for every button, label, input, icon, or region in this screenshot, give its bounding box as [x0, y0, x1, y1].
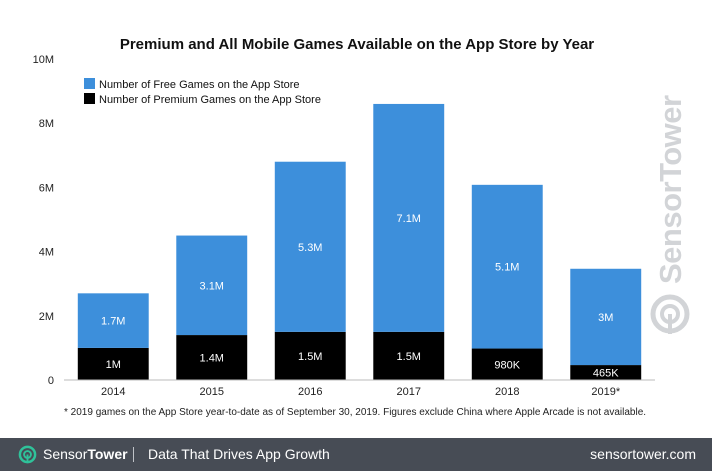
bar-premium — [373, 331, 445, 380]
footer-brand-bold: Tower — [87, 446, 128, 462]
y-tick-label: 0 — [48, 375, 54, 387]
bar-premium — [77, 347, 149, 380]
bar-free — [77, 293, 149, 348]
data-label: 1.7M — [101, 316, 125, 328]
x-tick-label: 2018 — [495, 386, 519, 398]
bar-free — [471, 184, 543, 349]
footer-bar: SensorTower Data That Drives App Growth … — [0, 438, 712, 471]
bar-premium — [176, 335, 248, 380]
bar-premium — [471, 348, 543, 380]
bar-premium — [274, 331, 346, 380]
y-tick-label: 4M — [39, 247, 54, 259]
y-axis: 0 2M 4M 6M 8M 10M — [33, 54, 54, 387]
chart-title: Premium and All Mobile Games Available o… — [120, 36, 594, 53]
bar-premium — [570, 365, 642, 380]
footer-tagline: Data That Drives App Growth — [148, 446, 330, 462]
data-label: 980K — [494, 359, 520, 371]
y-tick-label: 6M — [39, 182, 54, 194]
watermark-text: SensorTower — [653, 95, 688, 284]
bar-free — [176, 235, 248, 336]
y-tick-label: 10M — [33, 54, 54, 66]
y-tick-label: 8M — [39, 118, 54, 130]
bar-free — [570, 268, 642, 366]
data-label: 1.4M — [200, 353, 224, 365]
data-label: 5.3M — [298, 242, 322, 254]
data-label: 465K — [593, 368, 619, 380]
bar-free — [373, 103, 445, 332]
bar-free — [274, 161, 346, 332]
legend-swatch — [84, 78, 95, 89]
data-label: 5.1M — [495, 262, 519, 274]
data-label: 7.1M — [397, 213, 421, 225]
x-tick-label: 2017 — [397, 386, 421, 398]
sensortower-watermark: SensorTower — [648, 92, 692, 392]
y-tick-label: 2M — [39, 311, 54, 323]
footer-brand-light: Sensor — [43, 446, 88, 462]
footnote: * 2019 games on the App Store year-to-da… — [64, 407, 646, 418]
bars: 1M 1.7M 1.4M 3.1M 1.5M 5.3M 1.5M 7.1M 980K 5.1M 46… — [77, 103, 642, 380]
legend: Number of Free Games on the App Store Num… — [84, 78, 321, 106]
x-tick-label: 2014 — [101, 386, 125, 398]
sensortower-logo-icon — [18, 445, 37, 464]
x-axis: 2014 2015 2016 2017 2018 2019* — [64, 379, 655, 398]
x-tick-label: 2019* — [591, 386, 620, 398]
footer-divider — [133, 447, 134, 462]
data-label: 1M — [106, 359, 121, 371]
data-label: 3M — [598, 312, 613, 324]
data-label: 3.1M — [200, 280, 224, 292]
footer-url-link[interactable]: sensortower.com — [590, 446, 696, 462]
data-label: 1.5M — [298, 351, 322, 363]
legend-label: Number of Free Games on the App Store — [99, 79, 300, 91]
x-tick-label: 2015 — [200, 386, 224, 398]
chart: Premium and All Mobile Games Available o… — [33, 36, 655, 418]
legend-swatch — [84, 93, 95, 104]
x-tick-label: 2016 — [298, 386, 322, 398]
footer-brand[interactable]: SensorTower — [43, 446, 128, 463]
data-label: 1.5M — [397, 351, 421, 363]
legend-label: Number of Premium Games on the App Store — [99, 94, 321, 106]
sensortower-logo-icon — [650, 294, 690, 334]
